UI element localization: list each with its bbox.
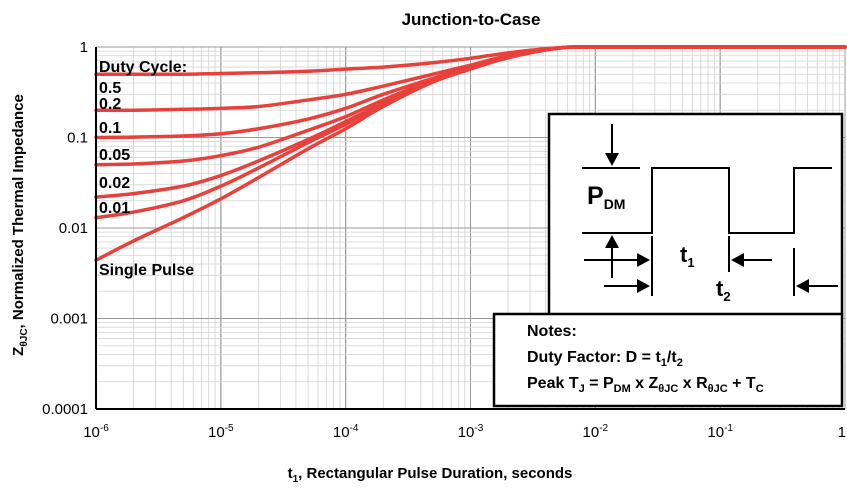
t1-arrow-left-head [637,253,650,267]
series-label-0.02: 0.02 [99,175,130,192]
pdm-down-arrow-head [605,153,619,166]
x-tick-label: 10-4 [333,423,359,441]
pdm-label: PDM [587,182,625,212]
notes-frame [492,312,844,408]
y-tick-label: 0.001 [50,311,88,328]
duty-cycle-labels: Duty Cycle: 0.5 0.2 0.1 0.05 0.02 0.01 S… [99,59,194,279]
x-tick-label: 1 [838,424,846,441]
y-tick-labels: 1 0.1 0.01 0.001 0.0001 [42,39,88,418]
x-tick-label: 10-1 [707,423,733,441]
y-tick-label: 1 [80,39,88,56]
t2-arrow-left-head [637,279,650,293]
x-tick-label: 10-3 [458,423,484,441]
x-tick-label: 10-5 [208,423,234,441]
series-layer [94,45,847,263]
y-tick-label: 0.0001 [42,401,88,418]
x-axis-title: t1, Rectangular Pulse Duration, seconds [288,465,573,485]
y-tick-label: 0.1 [67,130,88,147]
series-label-0.05: 0.05 [99,147,130,164]
pulse-waveform [582,167,832,234]
pdm-up-arrow-head [605,235,619,248]
chart-title: Junction-to-Case [402,10,541,29]
x-tick-label: 10-6 [83,423,109,441]
y-tick-label: 0.01 [59,220,88,237]
series-label-0.01: 0.01 [99,200,130,217]
series-label-single-pulse: Single Pulse [99,262,194,279]
t1-arrow-right-head [731,253,744,267]
notes-box: Notes: Duty Factor: D = t1/t2 Peak TJ = … [492,312,844,408]
t2-arrow-right-head [796,279,809,293]
notes-heading: Notes: [527,323,577,340]
series-label-0.2: 0.2 [99,96,121,113]
x-tick-labels: 10-6 10-5 10-4 10-3 10-2 10-1 1 [83,423,846,441]
series-label-0.1: 0.1 [99,120,121,137]
t1-label: t1 [680,242,695,270]
t2-label: t2 [716,276,731,304]
y-axis-title: ZθJC, Normalized Thermal Impedance [10,94,30,356]
series-label-0.5: 0.5 [99,80,121,97]
x-tick-label: 10-2 [583,423,609,441]
series-line-single-pulse [94,45,847,263]
notes-peak-tj: Peak TJ = PDM x ZθJC x RθJC + TC [527,375,764,395]
pulse-diagram-inset: PDM t1 t2 [547,112,844,318]
legend-title: Duty Cycle: [99,59,187,76]
notes-duty-factor: Duty Factor: D = t1/t2 [527,349,683,369]
